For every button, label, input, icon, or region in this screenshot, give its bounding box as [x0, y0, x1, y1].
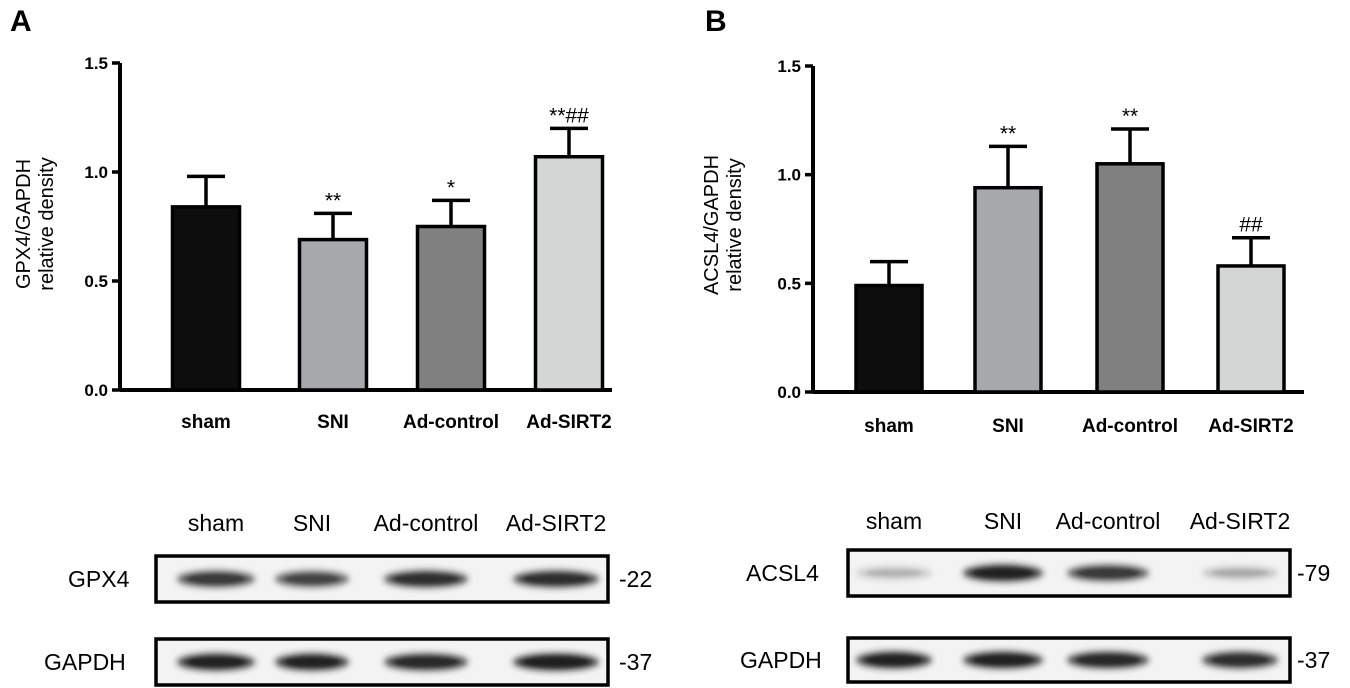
bar: [854, 283, 924, 394]
bar: [1095, 162, 1165, 394]
blot-band-core: [523, 657, 589, 667]
blot-lane-label: SNI: [984, 508, 1022, 534]
bar-chart-a: 0.0 0.5 1.0 1.5 GPX4/GAPDH relative density sh…: [13, 54, 612, 433]
blot-band-core: [1077, 655, 1139, 665]
y-tick-label: 0.0: [777, 383, 801, 402]
blot-lane-label: SNI: [293, 510, 331, 536]
blot-lane-label: Ad-control: [374, 510, 479, 536]
blot-mw-label: -22: [619, 566, 652, 592]
blot-band-core: [1212, 655, 1268, 665]
bar: [1216, 264, 1286, 394]
y-tick-label: 1.5: [84, 54, 108, 73]
panel-letter-a: A: [10, 5, 32, 38]
blot-mw-label: -37: [1297, 647, 1330, 673]
y-tick-label: 1.5: [777, 57, 801, 76]
blot-band-core: [187, 657, 245, 667]
blot-band-core: [187, 574, 245, 584]
bar: [297, 237, 369, 392]
blot-lane-label: sham: [188, 510, 244, 536]
blot-lane-label: Ad-SIRT2: [506, 510, 607, 536]
y-axis-label: relative density: [724, 158, 746, 291]
x-tick-label: SNI: [317, 412, 349, 433]
x-tick-label: sham: [864, 416, 914, 437]
significance-marker: **: [1000, 122, 1016, 145]
y-axis-label: relative density: [36, 157, 58, 290]
bar: [415, 224, 487, 392]
y-tick-label: 1.0: [84, 163, 108, 182]
x-tick-label: Ad-SIRT2: [1208, 416, 1294, 437]
blot-band-core: [866, 655, 922, 665]
panel-a: A 0.0 0.5 1.0 1.5 GPX4/GAPDH relative density…: [10, 5, 652, 687]
x-tick-label: SNI: [992, 416, 1024, 437]
bar: [170, 205, 242, 392]
bar: [973, 185, 1043, 394]
y-axis-label: ACSL4/GAPDH: [701, 155, 723, 295]
y-tick-label: 0.5: [84, 272, 108, 291]
x-tick-label: Ad-control: [1082, 416, 1178, 437]
blot-mw-label: -79: [1297, 560, 1330, 586]
panel-letter-b: B: [705, 5, 727, 38]
blot-band-core: [394, 657, 458, 667]
y-tick-label: 0.5: [777, 274, 801, 293]
significance-marker: **: [325, 189, 341, 212]
blot-band-core: [394, 574, 458, 584]
blot-band-core: [1077, 568, 1139, 578]
significance-marker: **##: [549, 104, 589, 127]
y-tick-label: 0.0: [84, 381, 108, 400]
blot-protein-label: GAPDH: [44, 649, 126, 675]
y-tick-label: 1.0: [777, 166, 801, 185]
blot-lane-label: Ad-control: [1056, 508, 1161, 534]
x-tick-label: Ad-SIRT2: [526, 412, 612, 433]
blot-band-core: [1212, 569, 1268, 577]
blot-band-core: [285, 574, 339, 584]
bar: [533, 154, 605, 392]
y-axis-label: GPX4/GAPDH: [13, 159, 35, 289]
significance-marker: ##: [1239, 214, 1263, 237]
blot-band-core: [973, 655, 1033, 665]
blot-lane-label: Ad-SIRT2: [1190, 508, 1291, 534]
western-blot-b: sham SNI Ad-control Ad-SIRT2 ACSL4 -79 GAPDH -3…: [740, 508, 1330, 684]
blot-mw-label: -37: [619, 649, 652, 675]
panel-b: B 0.0 0.5 1.0 1.5 ACSL4/GAPDH relative densit…: [701, 5, 1330, 684]
blot-band-core: [285, 657, 339, 667]
bar-chart-b: 0.0 0.5 1.0 1.5 ACSL4/GAPDH relative density s…: [701, 57, 1304, 437]
blot-band-core: [523, 574, 589, 584]
blot-lane-label: sham: [866, 508, 922, 534]
blot-band-core: [973, 568, 1033, 578]
x-tick-label: Ad-control: [403, 412, 499, 433]
significance-marker: **: [1122, 105, 1138, 128]
blot-protein-label: ACSL4: [746, 560, 819, 586]
significance-marker: *: [447, 176, 455, 199]
blot-protein-label: GPX4: [68, 566, 130, 592]
x-tick-label: sham: [181, 412, 231, 433]
blot-protein-label: GAPDH: [740, 647, 822, 673]
western-blot-a: sham SNI Ad-control Ad-SIRT2 GPX4 -22 GAPDH -37: [44, 510, 652, 687]
blot-band-core: [866, 569, 922, 577]
